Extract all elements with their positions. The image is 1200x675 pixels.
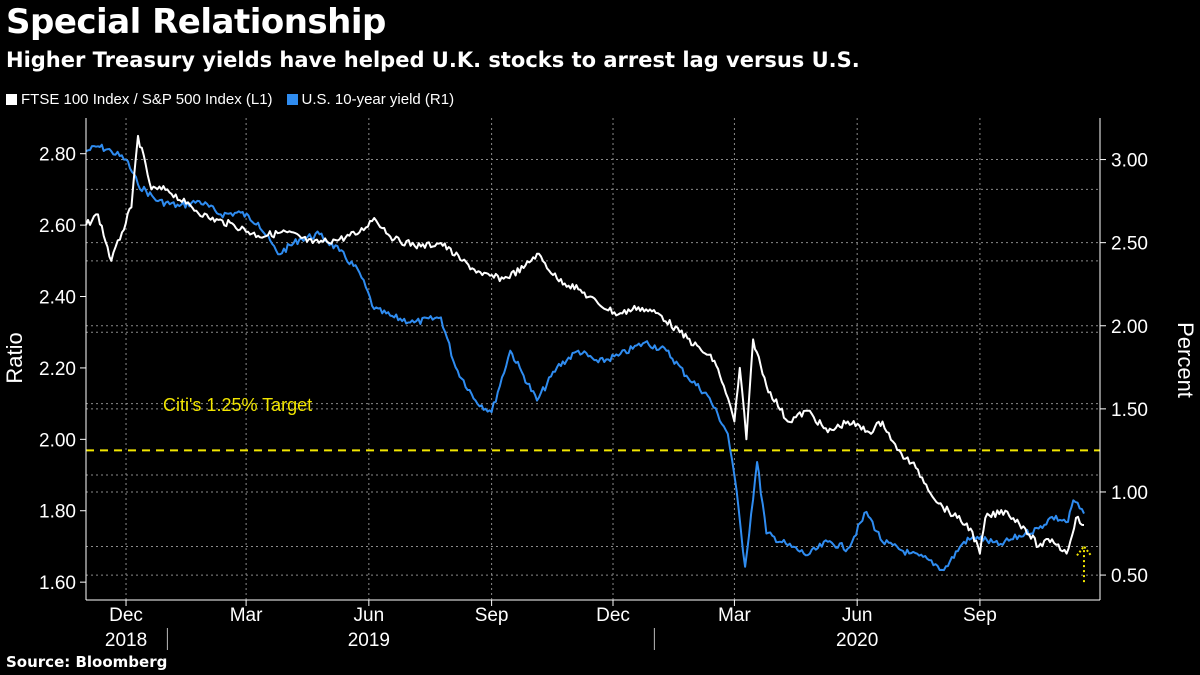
y-right-tick-label: 2.00 (1111, 317, 1148, 338)
x-tick-label: Dec (596, 605, 630, 626)
x-tick-label: Mar (718, 605, 751, 626)
x-tick-label: Sep (475, 605, 509, 626)
y-left-tick-label: 2.20 (39, 359, 76, 380)
legend-swatch-ratio (6, 94, 17, 105)
chart-title: Special Relationship (6, 2, 386, 42)
x-tick-label: Sep (963, 605, 997, 626)
axes: 1.60 1.80 2.00 2.20 2.40 2.60 2.80 0.50 1.00 1.50… (39, 118, 1148, 651)
series-group (85, 134, 1085, 572)
source-note: Source: Bloomberg (6, 653, 168, 671)
legend-swatch-yield (286, 94, 298, 105)
y-right-tick-label: 1.50 (1111, 400, 1148, 421)
legend-item-ratio: FTSE 100 Index / S&P 500 Index (L1) (6, 91, 273, 108)
legend-label-ratio: FTSE 100 Index / S&P 500 Index (L1) (21, 91, 273, 108)
chart-legend: FTSE 100 Index / S&P 500 Index (L1) U.S.… (6, 91, 454, 108)
x-year-label: 2020 (836, 630, 878, 651)
legend-item-yield: U.S. 10-year yield (R1) (286, 91, 455, 108)
grid (86, 118, 1100, 600)
chart-subtitle: Higher Treasury yields have helped U.K. … (6, 48, 860, 72)
y-right-tick-label: 3.00 (1111, 151, 1148, 172)
y-axis-right-label: Percent (1173, 322, 1198, 398)
y-left-tick-label: 2.60 (39, 216, 76, 237)
x-year-label: 2019 (348, 630, 390, 651)
target-line-group (86, 449, 1100, 583)
y-right-tick-label: 0.50 (1111, 566, 1148, 587)
y-left-tick-label: 2.40 (39, 288, 76, 309)
y-axis-left-label: Ratio (2, 332, 27, 383)
x-tick-label: Mar (230, 605, 263, 626)
y-left-tick-label: 2.80 (39, 145, 76, 166)
x-tick-label: Jun (354, 605, 385, 626)
x-tick-label: Dec (109, 605, 143, 626)
y-left-tick-label: 2.00 (39, 430, 76, 451)
y-left-tick-label: 1.80 (39, 502, 76, 523)
x-year-label: 2018 (105, 630, 147, 651)
y-left-tick-label: 1.60 (39, 573, 76, 594)
series-line-yield (85, 143, 1085, 572)
x-tick-label: Jun (842, 605, 873, 626)
series-line-ratio (85, 134, 1085, 555)
y-right-tick-label: 1.00 (1111, 483, 1148, 504)
target-annotation-label: Citi's 1.25% Target (163, 395, 312, 415)
y-right-tick-label: 2.50 (1111, 234, 1148, 255)
legend-label-yield: U.S. 10-year yield (R1) (301, 91, 455, 108)
